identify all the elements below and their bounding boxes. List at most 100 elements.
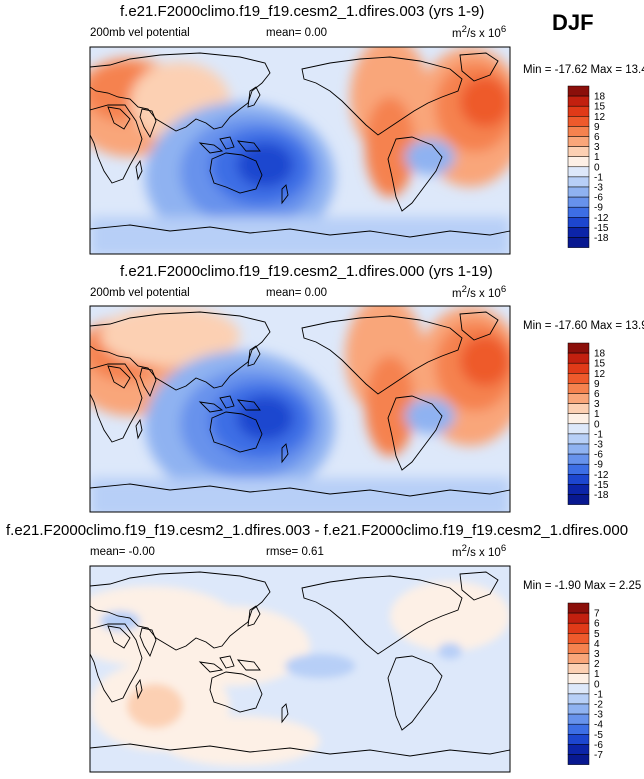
colorbar-swatch bbox=[567, 744, 590, 755]
colorbar-swatch bbox=[567, 352, 590, 364]
colorbar-swatch bbox=[567, 383, 590, 394]
colorbar-swatch bbox=[567, 723, 590, 735]
colorbar-swatch bbox=[567, 484, 590, 495]
colorbar-swatch bbox=[567, 196, 590, 208]
colorbar-level-label: -1 bbox=[594, 689, 603, 700]
colorbar-swatch bbox=[567, 176, 590, 188]
colorbar-swatch bbox=[567, 734, 590, 745]
panel-middle-minmax: Min = -17.60 Max = 13.99 bbox=[523, 320, 644, 332]
colorbar-level-label: 12 bbox=[594, 369, 606, 380]
colorbar-level-label: -2 bbox=[594, 700, 603, 711]
panel-top-map bbox=[90, 47, 510, 254]
colorbar-swatch bbox=[567, 206, 590, 218]
colorbar-swatch bbox=[567, 713, 590, 725]
panel-bottom-units: m2/s x 106 bbox=[452, 543, 507, 559]
season-label: DJF bbox=[552, 10, 594, 35]
panel-bottom-title: f.e21.F2000climo.f19_f19.cesm2_1.dfires.… bbox=[6, 522, 629, 539]
panel-bottom-center-label: rmse= 0.61 bbox=[266, 546, 324, 558]
colorbar-level-label: -18 bbox=[594, 490, 609, 501]
colorbar-swatch bbox=[567, 703, 590, 715]
colorbar-swatch bbox=[567, 136, 590, 147]
colorbar-level-label: -9 bbox=[594, 460, 603, 471]
colorbar-level-label: 1 bbox=[594, 409, 600, 420]
colorbar-level-label: -18 bbox=[594, 233, 609, 244]
colorbar-level-label: -12 bbox=[594, 213, 609, 224]
colorbar-level-label: 0 bbox=[594, 419, 600, 430]
colorbar-swatch bbox=[567, 453, 590, 465]
panel-top-minmax: Min = -17.62 Max = 13.47 bbox=[523, 64, 644, 76]
colorbar-swatch bbox=[567, 612, 590, 624]
colorbar-level-label: -3 bbox=[594, 183, 603, 194]
colorbar-level-label: 3 bbox=[594, 649, 600, 660]
colorbar-swatch bbox=[567, 602, 590, 614]
colorbar-level-label: -4 bbox=[594, 720, 603, 731]
colorbar-level-label: 18 bbox=[594, 349, 606, 360]
colorbar-level-label: -5 bbox=[594, 730, 603, 741]
colorbar-level-label: -15 bbox=[594, 223, 609, 234]
colorbar-swatch bbox=[567, 653, 590, 664]
colorbar-swatch bbox=[567, 693, 590, 705]
panel-bottom-left-label: mean= -0.00 bbox=[90, 546, 155, 558]
colorbar-level-label: -7 bbox=[594, 750, 603, 761]
panel-middle-units: m2/s x 106 bbox=[452, 284, 507, 300]
colorbar-level-label: 2 bbox=[594, 659, 600, 670]
colorbar-swatch bbox=[567, 237, 590, 248]
colorbar-level-label: 1 bbox=[594, 152, 600, 163]
colorbar-level-label: 3 bbox=[594, 142, 600, 153]
colorbar-level-label: 6 bbox=[594, 619, 600, 630]
colorbar-swatch bbox=[567, 116, 590, 127]
colorbar-swatch bbox=[567, 85, 590, 97]
colorbar-swatch bbox=[567, 362, 590, 374]
panel-top-title: f.e21.F2000climo.f19_f19.cesm2_1.dfires.… bbox=[120, 3, 485, 20]
colorbar-swatch bbox=[567, 227, 590, 238]
panel-top-left-label: 200mb vel potential bbox=[90, 27, 190, 39]
colorbar-level-label: -1 bbox=[594, 172, 603, 183]
colorbar-level-label: 18 bbox=[594, 92, 606, 103]
colorbar-level-label: -6 bbox=[594, 193, 603, 204]
colorbar-swatch bbox=[567, 633, 590, 644]
colorbar-level-label: 15 bbox=[594, 359, 606, 370]
colorbar-swatch bbox=[567, 156, 590, 168]
panel-middle-map bbox=[90, 306, 510, 512]
colorbar-level-label: 7 bbox=[594, 609, 600, 620]
colorbar-swatch bbox=[567, 443, 590, 455]
colorbar-swatch bbox=[567, 105, 590, 117]
panel-middle-center-label: mean= 0.00 bbox=[266, 287, 328, 299]
colorbar-level-label: 6 bbox=[594, 132, 600, 143]
colorbar-swatch bbox=[567, 95, 590, 107]
colorbar-level-label: 9 bbox=[594, 122, 600, 133]
colorbar-level-label: -1 bbox=[594, 429, 603, 440]
colorbar-swatch bbox=[567, 403, 590, 414]
colorbar-swatch bbox=[567, 622, 590, 634]
panel-top-center-label: mean= 0.00 bbox=[266, 27, 328, 39]
colorbar-swatch bbox=[567, 373, 590, 384]
colorbar-swatch bbox=[567, 673, 590, 685]
colorbar-level-label: -6 bbox=[594, 450, 603, 461]
colorbar-swatch bbox=[567, 463, 590, 475]
colorbar-swatch bbox=[567, 754, 590, 765]
colorbar-level-label: -15 bbox=[594, 480, 609, 491]
colorbar-level-label: 0 bbox=[594, 679, 600, 690]
colorbar-swatch bbox=[567, 342, 590, 354]
colorbar-level-label: 9 bbox=[594, 379, 600, 390]
colorbar-level-label: 6 bbox=[594, 389, 600, 400]
colorbar-level-label: 15 bbox=[594, 102, 606, 113]
colorbar-level-label: -3 bbox=[594, 440, 603, 451]
colorbar-swatch bbox=[567, 217, 590, 228]
colorbar-swatch bbox=[567, 393, 590, 404]
colorbar-level-label: -9 bbox=[594, 203, 603, 214]
panel-bottom-map bbox=[90, 566, 510, 772]
colorbar-swatch bbox=[567, 663, 590, 674]
colorbar-level-label: -6 bbox=[594, 740, 603, 751]
colorbar-swatch bbox=[567, 413, 590, 425]
colorbar-level-label: 12 bbox=[594, 112, 606, 123]
panel-bottom-minmax: Min = -1.90 Max = 2.25 bbox=[523, 580, 642, 592]
colorbar-swatch bbox=[567, 186, 590, 198]
colorbar-swatch bbox=[567, 494, 590, 505]
colorbar-swatch bbox=[567, 166, 590, 178]
panel-middle-left-label: 200mb vel potential bbox=[90, 287, 190, 299]
